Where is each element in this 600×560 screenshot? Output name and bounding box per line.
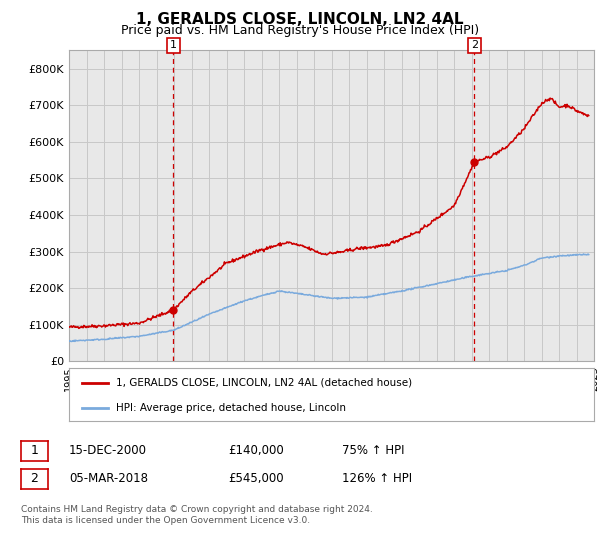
Text: £545,000: £545,000 bbox=[228, 472, 284, 486]
Text: 2: 2 bbox=[31, 472, 38, 486]
Text: 2: 2 bbox=[471, 40, 478, 50]
Text: Price paid vs. HM Land Registry's House Price Index (HPI): Price paid vs. HM Land Registry's House … bbox=[121, 24, 479, 36]
Text: 05-MAR-2018: 05-MAR-2018 bbox=[69, 472, 148, 486]
Text: Contains HM Land Registry data © Crown copyright and database right 2024.
This d: Contains HM Land Registry data © Crown c… bbox=[21, 505, 373, 525]
Text: 1: 1 bbox=[170, 40, 177, 50]
Text: HPI: Average price, detached house, Lincoln: HPI: Average price, detached house, Linc… bbox=[116, 403, 346, 413]
Text: 1: 1 bbox=[31, 444, 38, 458]
Text: £140,000: £140,000 bbox=[228, 444, 284, 458]
Text: 75% ↑ HPI: 75% ↑ HPI bbox=[342, 444, 404, 458]
Text: 126% ↑ HPI: 126% ↑ HPI bbox=[342, 472, 412, 486]
Text: 1, GERALDS CLOSE, LINCOLN, LN2 4AL: 1, GERALDS CLOSE, LINCOLN, LN2 4AL bbox=[136, 12, 464, 27]
Text: 1, GERALDS CLOSE, LINCOLN, LN2 4AL (detached house): 1, GERALDS CLOSE, LINCOLN, LN2 4AL (deta… bbox=[116, 378, 412, 388]
Text: 15-DEC-2000: 15-DEC-2000 bbox=[69, 444, 147, 458]
